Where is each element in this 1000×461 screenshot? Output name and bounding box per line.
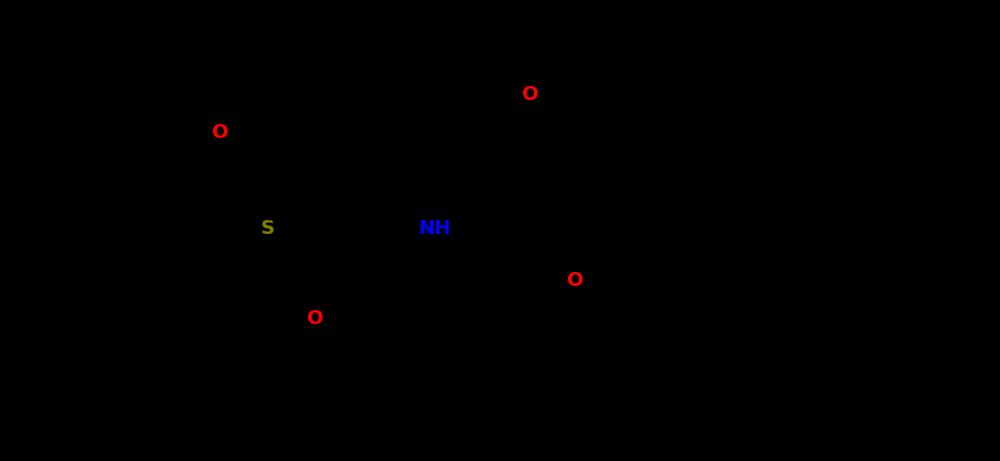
Text: O: O [522,85,538,105]
Text: S: S [261,219,275,237]
Text: NH: NH [419,219,451,237]
Text: O: O [212,124,228,142]
Text: O: O [567,271,583,290]
Text: O: O [307,308,323,327]
